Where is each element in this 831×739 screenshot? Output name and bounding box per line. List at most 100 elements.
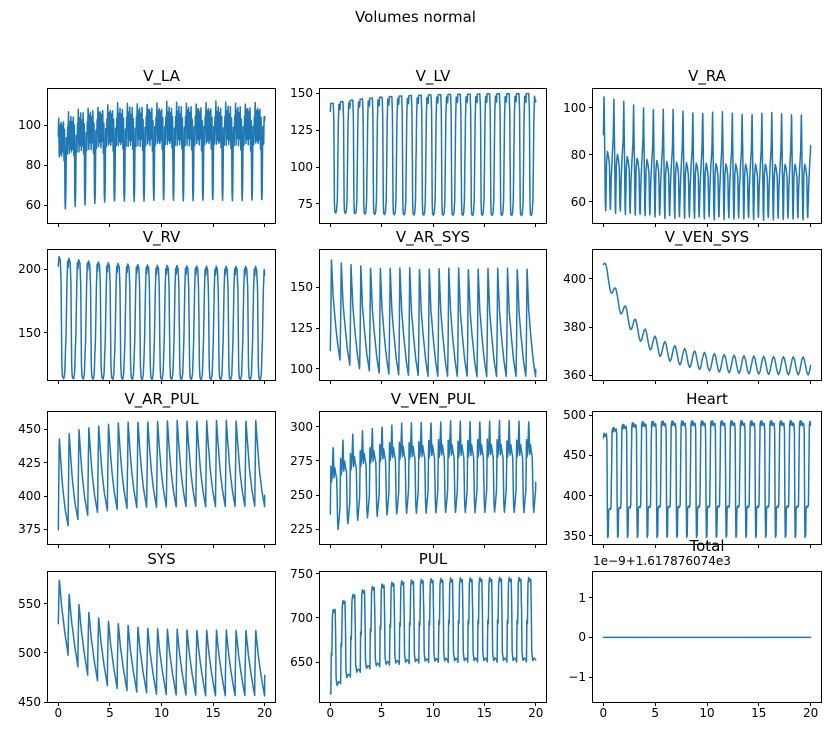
figure-suptitle: Volumes normal	[355, 8, 476, 26]
y-tick-label: 250	[290, 488, 313, 502]
y-tick-label: 60	[25, 198, 41, 212]
x-tick-mark	[381, 544, 383, 548]
y-tick-mark	[44, 428, 48, 430]
x-tick-mark	[161, 223, 162, 227]
y-tick-label: 500	[18, 645, 41, 660]
x-tick-mark	[602, 544, 604, 548]
plot-area	[57, 100, 266, 210]
y-tick-mark	[316, 92, 320, 94]
y-tick-mark	[589, 454, 593, 456]
y-tick-label: 150	[290, 86, 313, 101]
y-tick-mark	[44, 603, 48, 604]
y-tick-label: 200	[18, 262, 41, 277]
y-tick-mark	[316, 368, 320, 370]
x-tick-mark	[810, 380, 812, 384]
x-tick-label: 10	[425, 706, 441, 720]
x-tick-mark	[432, 380, 434, 384]
y-tick-mark	[44, 164, 48, 166]
y-tick-label: 550	[18, 596, 41, 611]
y-tick-mark	[589, 278, 593, 280]
series-line	[329, 92, 537, 217]
y-tick-mark	[316, 573, 320, 575]
x-tick-mark	[57, 544, 59, 548]
plot-area	[329, 419, 537, 531]
plot-area	[602, 420, 812, 539]
y-tick-label: 100	[290, 361, 313, 376]
x-tick-mark	[381, 223, 383, 227]
subplot-title: V_AR_PUL	[124, 390, 199, 408]
y-tick-label: 275	[290, 453, 313, 468]
y-axis-offset-text: 1e−9+1.617876074e3	[593, 554, 731, 568]
y-tick-mark	[44, 462, 48, 464]
subplot-v-ven-pul: V_VEN_PUL 225 250 275 300	[290, 391, 547, 548]
x-tick-label: 5	[651, 706, 659, 720]
y-tick-mark	[316, 426, 320, 428]
x-tick-mark	[57, 702, 59, 706]
x-tick-mark	[483, 380, 485, 384]
y-tick-label: 650	[290, 655, 313, 670]
x-tick-mark	[758, 702, 760, 706]
x-tick-label: 10	[699, 706, 715, 720]
y-tick-mark	[589, 535, 593, 537]
x-tick-mark	[109, 544, 111, 548]
y-tick-label: 450	[18, 422, 41, 437]
y-tick-mark	[44, 332, 48, 334]
x-tick-mark	[483, 544, 485, 548]
y-tick-mark	[316, 617, 320, 619]
plot-area	[329, 259, 537, 378]
x-tick-mark	[264, 702, 266, 706]
subplot-v-la: V_LA 60 80 100	[18, 68, 276, 227]
x-tick-mark	[654, 544, 656, 548]
x-tick-label: 15	[751, 706, 767, 720]
x-tick-label: 20	[528, 706, 544, 720]
x-tick-mark	[212, 702, 214, 706]
x-tick-mark	[602, 380, 604, 384]
subplot-v-ar-pul: V_AR_PUL 375 400 425 450	[18, 391, 276, 548]
x-tick-mark	[654, 702, 656, 706]
y-tick-mark	[589, 201, 593, 203]
x-tick-mark	[109, 702, 111, 706]
subplot-v-lv: V_LV 75 100 125 150	[290, 68, 547, 227]
subplot-title: V_LV	[415, 67, 451, 85]
y-tick-label: 750	[290, 566, 313, 581]
x-tick-mark	[432, 544, 434, 548]
y-tick-label: 380	[563, 320, 586, 335]
subplot-heart: Heart 350 400 450 500	[563, 391, 822, 548]
x-tick-label: 15	[476, 706, 492, 720]
x-tick-mark	[758, 544, 760, 548]
x-tick-mark	[706, 223, 708, 227]
y-tick-mark	[589, 636, 593, 638]
x-tick-label: 0	[54, 706, 63, 720]
series-line	[57, 419, 266, 531]
x-tick-mark	[654, 223, 656, 227]
y-tick-label: 300	[290, 419, 313, 434]
x-tick-mark	[329, 544, 331, 548]
y-tick-label: 350	[563, 528, 586, 543]
y-tick-label: 225	[290, 522, 313, 537]
subplot-title: Total	[689, 537, 725, 555]
y-tick-mark	[589, 374, 593, 376]
plot-area	[57, 419, 266, 531]
y-tick-label: 150	[18, 325, 41, 340]
subplot-title: Heart	[686, 390, 728, 408]
subplot-title: V_VEN_PUL	[390, 390, 476, 408]
series-line	[57, 255, 266, 380]
x-tick-mark	[810, 702, 812, 706]
x-tick-label: 5	[106, 706, 114, 720]
x-tick-mark	[706, 702, 708, 706]
y-tick-mark	[589, 107, 593, 109]
x-tick-mark	[161, 380, 162, 384]
x-tick-mark	[654, 380, 656, 384]
x-tick-mark	[483, 702, 485, 706]
x-tick-label: 20	[257, 706, 273, 720]
plot-area	[602, 262, 812, 376]
x-tick-mark	[758, 380, 760, 384]
subplot-v-ar-sys: V_AR_SYS 100 125 150	[290, 229, 547, 384]
plot-area	[57, 579, 266, 697]
x-tick-mark	[810, 544, 812, 548]
y-tick-label: 450	[563, 448, 586, 463]
x-tick-label: 0	[326, 706, 335, 720]
x-tick-mark	[161, 544, 162, 548]
y-tick-mark	[589, 414, 593, 416]
subplot-sys: SYS 0 5 10 15 20 450 500 550	[18, 551, 276, 720]
